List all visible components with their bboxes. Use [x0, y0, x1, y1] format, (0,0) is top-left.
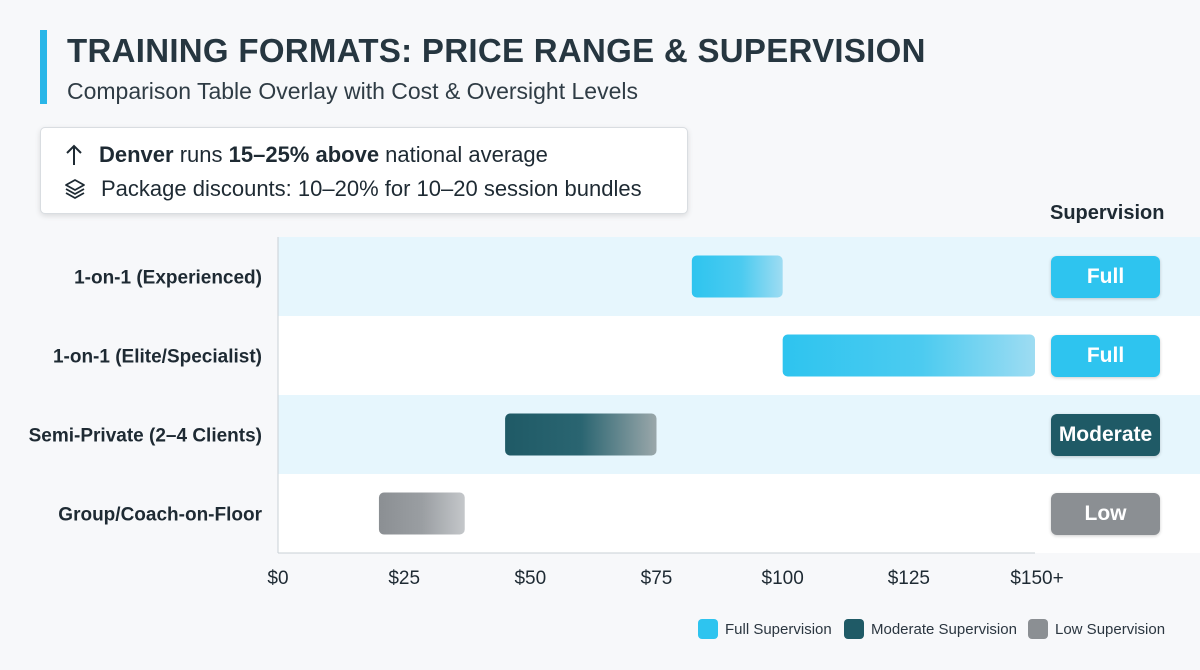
legend-label: Low Supervision — [1055, 620, 1166, 638]
callout-city: Denver — [99, 142, 174, 167]
arrow-up-icon — [66, 144, 82, 165]
page-subtitle: Comparison Table Overlay with Cost & Ove… — [67, 78, 638, 104]
legend-swatch — [844, 619, 864, 639]
row-band — [278, 395, 1200, 474]
price-range-bar — [505, 413, 657, 456]
callout-text-b: national average — [379, 142, 548, 167]
legend-swatch — [1028, 619, 1048, 639]
callout-line-discount: Package discounts: 10–20% for 10–20 sess… — [63, 176, 642, 202]
price-range-bar — [691, 255, 783, 298]
price-range-bar — [782, 334, 1035, 377]
x-tick-label: $75 — [641, 568, 673, 589]
supervision-badge-full: Full — [1051, 334, 1160, 377]
page-title: TRAINING FORMATS: PRICE RANGE & SUPERVIS… — [67, 32, 926, 69]
layers-icon — [65, 179, 85, 199]
chart-legend: Full Supervision Moderate Supervision Low … — [0, 619, 1200, 641]
info-callout: Denver runs 15–25% above national averag… — [40, 127, 688, 214]
title-block: TRAINING FORMATS: PRICE RANGE & SUPERVIS… — [40, 30, 926, 104]
x-tick-label: $0 — [267, 568, 288, 589]
category-label: 1-on-1 (Experienced) — [74, 268, 262, 289]
category-label: 1-on-1 (Elite/Specialist) — [53, 347, 262, 368]
callout-percent: 15–25% above — [228, 142, 380, 167]
price-range-bar — [378, 492, 465, 535]
legend-swatch — [698, 619, 718, 639]
callout-discount-text: Package discounts: 10–20% for 10–20 sess… — [101, 176, 642, 201]
legend-item-full: Full Supervision — [698, 619, 832, 639]
x-tick-label: $25 — [388, 568, 420, 589]
legend-item-moderate: Moderate Supervision — [844, 619, 1017, 639]
callout-line-denver: Denver runs 15–25% above national averag… — [63, 142, 548, 168]
x-tick-label: $50 — [514, 568, 546, 589]
callout-text-a: runs — [173, 142, 229, 167]
category-label: Semi-Private (2–4 Clients) — [29, 426, 262, 447]
supervision-badge-full: Full — [1051, 255, 1160, 298]
legend-label: Moderate Supervision — [871, 620, 1017, 638]
supervision-badge-moderate: Moderate — [1051, 413, 1160, 456]
supervision-column-header: Supervision — [1050, 202, 1165, 224]
x-tick-label: $150+ — [1010, 568, 1063, 589]
supervision-badge-low: Low — [1051, 492, 1160, 535]
legend-item-low: Low Supervision — [1028, 619, 1165, 639]
x-tick-label: $125 — [888, 568, 930, 589]
legend-label: Full Supervision — [725, 620, 832, 638]
row-band — [278, 316, 1200, 395]
x-tick-label: $100 — [762, 568, 804, 589]
category-label: Group/Coach-on-Floor — [58, 505, 262, 526]
